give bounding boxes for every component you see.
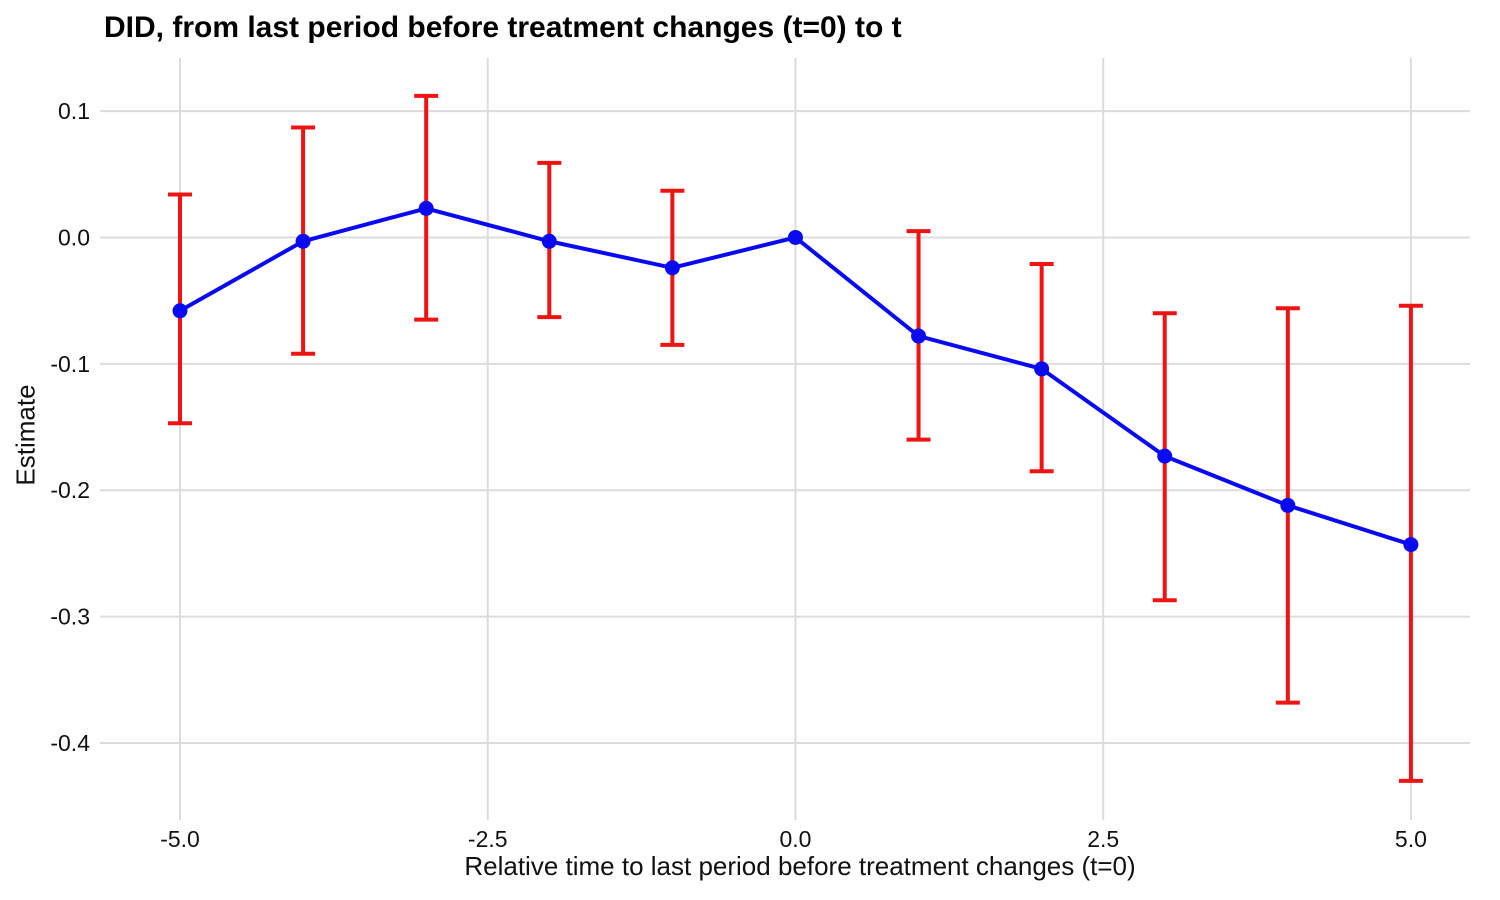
x-tick-label: 5.0 [1395,826,1427,852]
x-axis-title: Relative time to last period before trea… [464,851,1136,881]
chart-title: DID, from last period before treatment c… [104,11,902,44]
estimate-point [1403,537,1419,553]
x-tick-label: -5.0 [160,826,200,852]
estimate-point [787,229,803,245]
y-tick-label: -0.3 [50,604,90,630]
y-tick-label: 0.1 [58,98,90,124]
estimate-point [295,233,311,249]
x-tick-label: 2.5 [1087,826,1119,852]
estimate-point-layer [172,200,1419,553]
axis-tick-layer [179,810,1412,820]
estimate-point [1280,497,1296,513]
x-tick-label: 0.0 [779,826,811,852]
estimate-point [541,233,557,249]
estimate-point [664,260,680,276]
axis-label-layer: 0.1 0.0 -0.1 -0.2 -0.3 -0.4 -5.0 -2.5 0.0 2.5 5.0 [50,98,1427,852]
estimate-point [1034,361,1050,377]
estimate-point [172,303,188,319]
grid-layer [100,58,1470,810]
y-tick-label: -0.4 [50,730,90,756]
y-tick-label: -0.2 [50,477,90,503]
y-tick-label: 0.0 [58,224,90,250]
y-axis-title: Estimate [10,384,41,486]
x-tick-label: -2.5 [468,826,508,852]
estimate-point [1157,448,1173,464]
y-tick-label: -0.1 [50,351,90,377]
estimate-point [911,328,927,344]
estimate-point [418,200,434,216]
